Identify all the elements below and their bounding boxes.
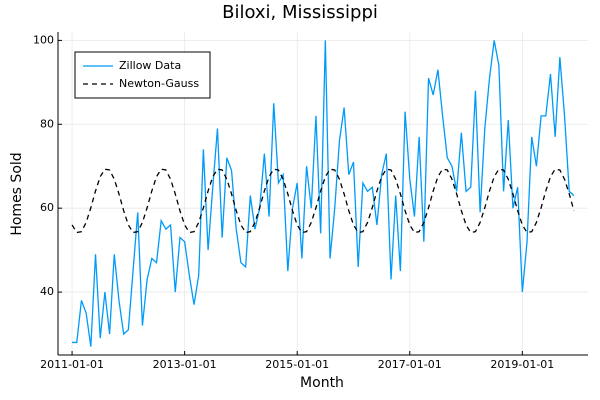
y-tick-label: 40 [40,285,54,298]
y-tick-label: 100 [33,33,54,46]
legend-label: Newton-Gauss [119,77,199,90]
data-line [72,40,575,347]
y-tick-label: 60 [40,201,54,214]
data-line [71,168,575,234]
x-axis-label: Month [300,375,344,391]
y-tick-label: 80 [40,117,54,130]
chart-title: Biloxi, Mississippi [222,2,378,23]
x-tick-label: 2011-01-01 [40,358,104,371]
x-tick-label: 2015-01-01 [265,358,329,371]
x-tick-label: 2013-01-01 [153,358,217,371]
y-axis-label: Homes Sold [9,152,25,235]
legend-box [74,51,211,99]
x-tick-label: 2019-01-01 [490,358,554,371]
legend-label: Zillow Data [119,59,181,72]
x-tick-label: 2017-01-01 [378,358,442,371]
